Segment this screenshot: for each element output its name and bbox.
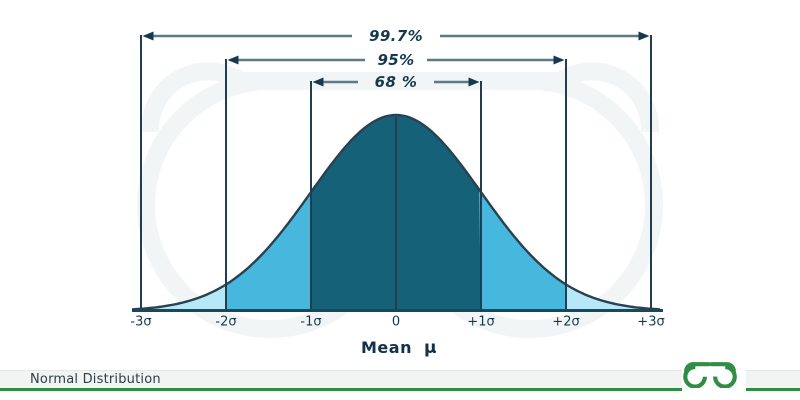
axis-label-minus-1sigma: -1σ (300, 314, 322, 330)
coverage-label-2sigma: 95% (377, 51, 415, 69)
caption-bar: Normal Distribution (0, 370, 800, 391)
sigma-gridlines (140, 35, 652, 311)
axis-label-zero: 0 (391, 314, 401, 330)
x-axis-title: Mean μ (361, 338, 437, 358)
axis-label-plus-2sigma: +2σ (552, 314, 580, 330)
axis-label-minus-2sigma: -2σ (215, 314, 237, 330)
coverage-arrows (142, 31, 650, 87)
mu-symbol: μ (423, 338, 437, 358)
mean-word: Mean (361, 338, 412, 357)
geeksforgeeks-logo-icon (682, 360, 746, 396)
bell-curve-outline (131, 113, 661, 311)
axis-label-plus-1sigma: +1σ (467, 314, 495, 330)
coverage-label-1sigma: 68 % (374, 73, 418, 91)
axis-label-plus-3sigma: +3σ (637, 314, 665, 330)
geeksforgeeks-logo-glyph (683, 362, 737, 388)
figure-caption: Normal Distribution (30, 372, 161, 387)
coverage-label-3sigma: 99.7% (368, 27, 424, 45)
axis-label-minus-3sigma: -3σ (130, 314, 152, 330)
